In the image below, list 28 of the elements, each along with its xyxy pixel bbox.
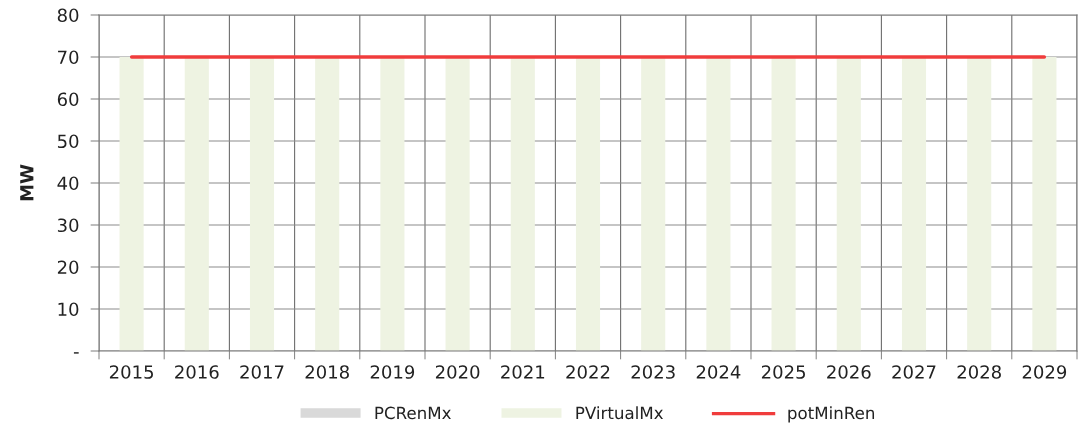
- y-axis-title: MW: [20, 164, 34, 201]
- x-tick-label: 2016: [175, 365, 219, 379]
- x-tick-label: 2021: [501, 365, 545, 379]
- x-tick-label: 2026: [827, 365, 871, 379]
- y-tick-label: -: [73, 352, 79, 354]
- x-tick-label: 2027: [892, 365, 936, 379]
- y-tick-label: 70: [58, 50, 79, 65]
- x-tick-label: 2028: [957, 365, 1001, 379]
- x-tick-label: 2017: [240, 365, 284, 379]
- legend-label: PVirtualMx: [576, 406, 664, 420]
- x-tick-label: 2019: [370, 365, 415, 379]
- x-tick-label: 2025: [761, 365, 805, 379]
- y-tick-label: 10: [58, 302, 79, 317]
- x-tick-label: 2024: [696, 365, 741, 379]
- x-tick-label: 2023: [631, 365, 675, 379]
- y-tick-label: 30: [57, 218, 79, 233]
- y-tick-label: 40: [57, 176, 79, 191]
- y-tick-label: 60: [57, 92, 79, 107]
- y-tick-label: 80: [57, 8, 79, 23]
- legend-label: PCRenMx: [375, 406, 451, 420]
- legend-label: potMinRen: [788, 406, 875, 423]
- x-tick-label: 2029: [1022, 365, 1067, 379]
- x-tick-label: 2018: [305, 365, 349, 379]
- x-tick-label: 2015: [109, 365, 153, 379]
- x-tick-label: 2020: [435, 365, 480, 379]
- y-tick-label: 20: [57, 260, 79, 275]
- y-tick-label: 50: [57, 134, 79, 149]
- x-tick-label: 2022: [566, 365, 610, 379]
